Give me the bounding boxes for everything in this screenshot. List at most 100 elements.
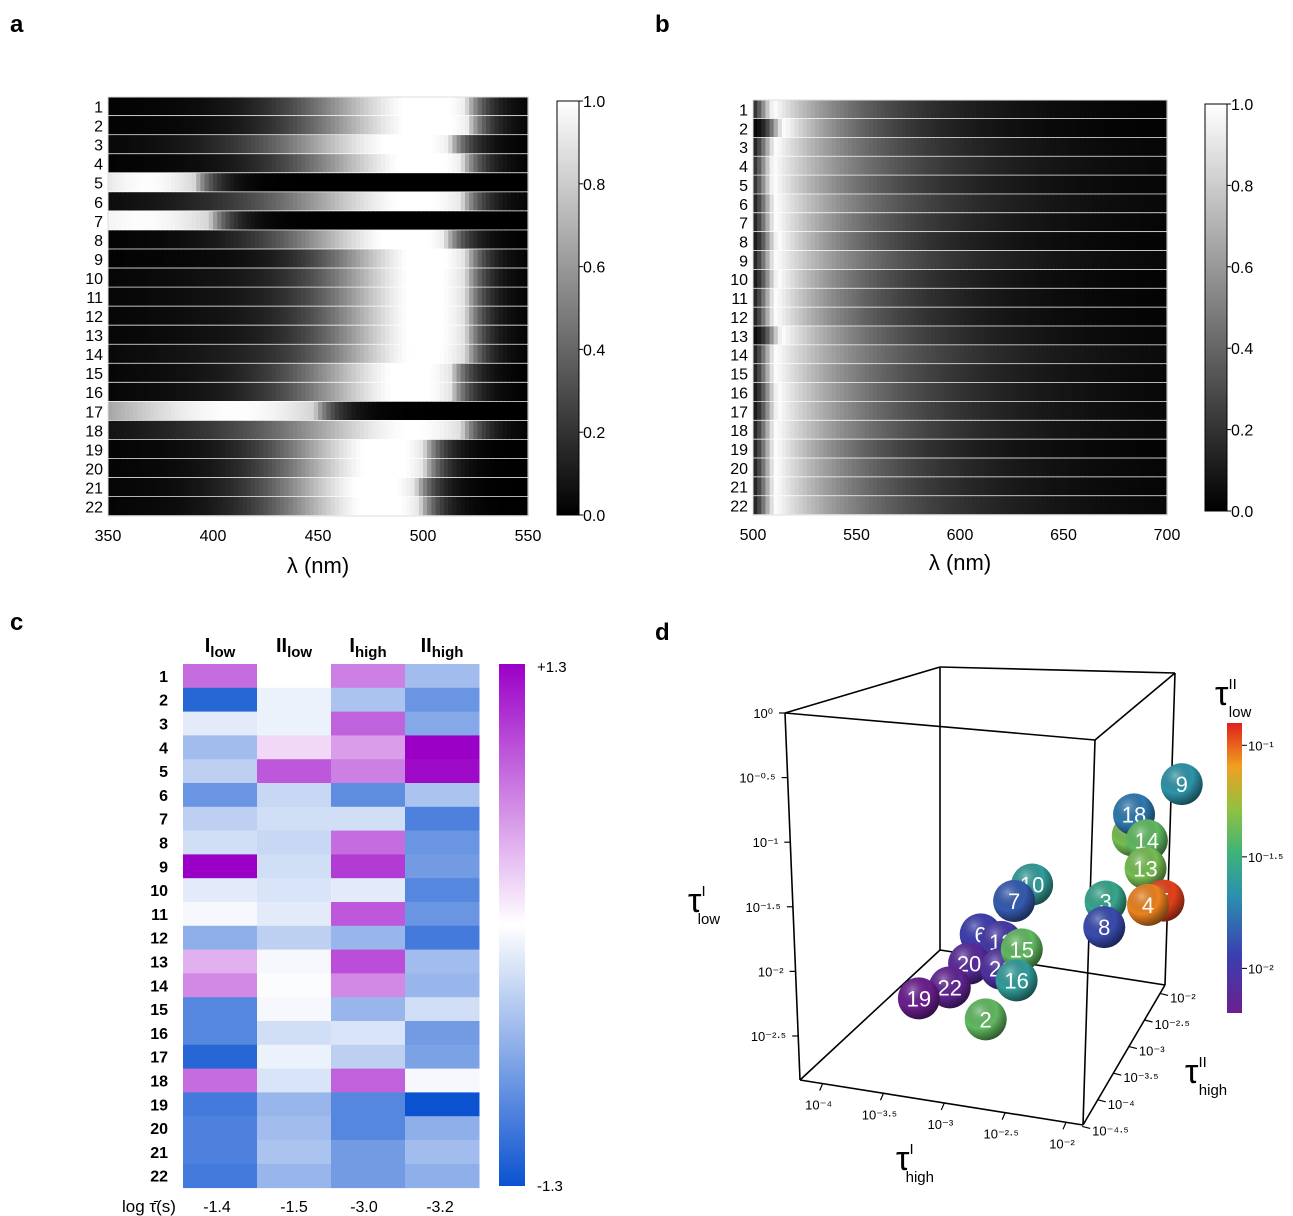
spectrum-row <box>753 156 1168 176</box>
heatmap-cell <box>405 1116 480 1141</box>
z-tick-label: 10⁻³ <box>1139 1044 1165 1059</box>
row-tick-label: 10 <box>85 271 103 288</box>
colorbar-tick-label: 0.2 <box>1231 423 1253 440</box>
heatmap-cell <box>183 902 258 927</box>
heatmap-cell <box>405 878 480 903</box>
heatmap-cell <box>405 997 480 1022</box>
heatmap-cell <box>405 735 480 760</box>
heatmap-cell <box>405 830 480 855</box>
colorbar-tick-label: 10⁻¹ <box>1248 738 1274 753</box>
row-tick-label: 3 <box>739 140 748 157</box>
row-tick-label: 2 <box>94 119 103 136</box>
spectrum-row <box>753 496 1168 515</box>
bubble-point: 19 <box>897 977 940 1020</box>
spectrum-row <box>108 249 529 269</box>
panel-label-a: a <box>10 11 24 38</box>
row-tick-label: 22 <box>85 499 103 516</box>
spectrum-row <box>108 401 529 421</box>
heatmap-cell <box>331 687 406 713</box>
box-edge <box>784 666 941 714</box>
row-label: 20 <box>150 1121 168 1138</box>
bubble-label: 15 <box>1010 937 1034 962</box>
heatmap-cell <box>257 830 332 855</box>
x-tick-label: 450 <box>305 528 332 545</box>
row-tick-label: 12 <box>730 310 748 327</box>
heatmap-cell <box>257 1140 332 1165</box>
spectrum-row <box>753 401 1168 421</box>
spectrum-row <box>108 325 529 345</box>
panel-label-c: c <box>10 609 23 636</box>
footer-value: -1.4 <box>203 1199 231 1216</box>
row-label: 5 <box>159 764 168 781</box>
heatmap-cell <box>331 1140 406 1165</box>
heatmap-cell <box>331 925 406 951</box>
spectrum-row <box>108 420 529 440</box>
heatmap-cell <box>331 759 406 784</box>
colorbar-tick-label: 10⁻² <box>1248 961 1274 976</box>
bubble-point: 14 <box>1125 819 1168 862</box>
spectrum-row <box>753 250 1168 270</box>
spectrum-row <box>108 439 529 459</box>
heatmap-cell <box>257 1163 332 1189</box>
footer-value: -3.2 <box>426 1199 454 1216</box>
x-tick-label: 600 <box>947 527 974 544</box>
row-label: 18 <box>150 1074 168 1091</box>
colorbar-tick-label: 0.8 <box>1231 178 1253 195</box>
spectrum-row <box>108 477 529 497</box>
bubble-label: 4 <box>1142 893 1154 918</box>
heatmap-cell <box>331 949 406 974</box>
spectrum-row <box>753 213 1168 233</box>
colorbar-tick-label: 0.2 <box>583 425 605 442</box>
box-edge <box>799 949 941 1081</box>
row-tick-label: 8 <box>94 233 103 250</box>
spectrum-row <box>753 137 1168 157</box>
spectrum-row <box>753 364 1168 383</box>
heatmap-cell <box>331 1163 406 1189</box>
row-label: 2 <box>159 693 168 710</box>
row-tick-label: 9 <box>94 252 103 269</box>
row-tick-label: 15 <box>730 367 748 384</box>
row-tick-label: 13 <box>85 328 103 345</box>
heatmap-cell <box>183 1068 258 1093</box>
z-tick-label: 10⁻² <box>1170 990 1196 1005</box>
colorbar-tick-label: 1.0 <box>1231 97 1253 114</box>
bubble-label: 13 <box>1133 856 1157 881</box>
heatmap-cell <box>183 783 258 808</box>
row-tick-label: 20 <box>85 461 103 478</box>
row-tick-label: 4 <box>739 159 748 176</box>
spectrum-row <box>108 306 529 326</box>
heatmap-cell <box>331 711 406 736</box>
heatmap-cell <box>183 854 258 879</box>
row-label: 9 <box>159 859 168 876</box>
row-label: 14 <box>150 978 168 995</box>
row-tick-label: 2 <box>739 121 748 138</box>
spectrum-row <box>108 268 529 288</box>
heatmap-cell <box>257 973 332 998</box>
heatmap-cell <box>331 1068 406 1093</box>
heatmap-cell <box>257 759 332 784</box>
row-tick-label: 6 <box>739 197 748 214</box>
heatmap-cell <box>405 973 480 998</box>
heatmap-cell <box>331 1116 406 1141</box>
row-tick-label: 8 <box>739 234 748 251</box>
heatmap-cell <box>183 759 258 784</box>
z-tick-label: 10⁻⁴·⁵ <box>1092 1123 1129 1138</box>
heatmap-cell <box>405 711 480 736</box>
panel-d-3d-scatter: 10⁰ 10⁻⁰·⁵ 10⁻¹ 10⁻¹·⁵ 10⁻² 10⁻²·⁵ 10⁻⁴ 10⁻³·⁵ 1… <box>688 666 1283 1186</box>
spectrum-row <box>753 100 1168 119</box>
box-edge <box>1094 672 1176 741</box>
color-axis-title: τII low <box>1215 675 1251 721</box>
row-tick-label: 14 <box>730 348 748 365</box>
colorbar-tick-label: 0.0 <box>1231 504 1253 521</box>
x-tick-label: 10⁻³·⁵ <box>862 1107 897 1122</box>
x-tick-label: 650 <box>1050 527 1077 544</box>
row-tick-label: 5 <box>739 178 748 195</box>
colorbar <box>499 664 525 1186</box>
heatmap-cell <box>331 1021 406 1046</box>
colorbar-tick-label: 0.6 <box>583 260 605 277</box>
bubble-point: 2 <box>964 998 1007 1041</box>
spectrum-row <box>108 496 529 516</box>
x-tick-label: 500 <box>410 528 437 545</box>
